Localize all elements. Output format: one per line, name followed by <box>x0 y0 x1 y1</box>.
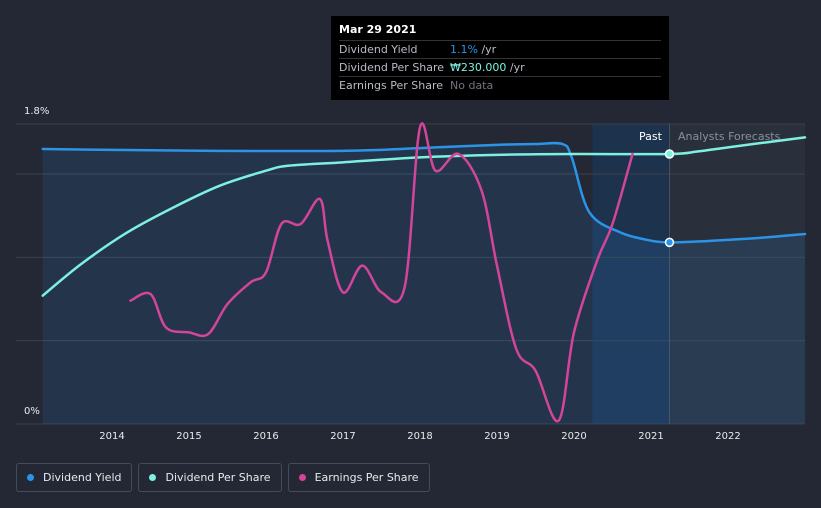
x-tick-label: 2017 <box>330 431 356 442</box>
tooltip-row-dividend-per-share: Dividend Per Share ₩230.000 /yr <box>339 58 661 76</box>
tooltip-suffix: /yr <box>477 43 497 56</box>
tooltip-row-earnings-per-share: Earnings Per Share No data <box>339 76 661 94</box>
dividend-per-share-marker <box>664 149 675 159</box>
tooltip-label: Earnings Per Share <box>339 79 444 92</box>
legend-item-dividend-yield[interactable]: Dividend Yield <box>16 463 133 492</box>
legend-label: Dividend Per Share <box>165 471 271 484</box>
legend-dot-icon <box>27 474 34 481</box>
tooltip-suffix: /yr <box>506 61 525 74</box>
tooltip-row-dividend-yield: Dividend Yield 1.1% /yr <box>339 40 661 58</box>
x-tick-label: 2022 <box>715 431 741 442</box>
forecast-region-label: Analysts Forecasts <box>678 130 781 143</box>
legend-item-dividend-per-share[interactable]: Dividend Per Share <box>138 463 282 492</box>
dividend-yield-line <box>41 141 807 244</box>
x-tick-label: 2014 <box>99 431 125 442</box>
legend-label: Dividend Yield <box>43 471 122 484</box>
x-tick-label: 2016 <box>253 431 279 442</box>
legend-label: Earnings Per Share <box>314 471 419 484</box>
y-tick-label-max: 1.8% <box>24 106 50 117</box>
dividend-per-share-line <box>41 136 807 297</box>
dividend-yield-marker <box>664 237 675 248</box>
x-tick-label: 2020 <box>561 431 587 442</box>
tooltip-value: ₩230.000 <box>450 61 507 74</box>
tooltip-value: No data <box>450 79 494 92</box>
dividend-yield-area <box>42 142 805 424</box>
x-tick-label: 2019 <box>484 431 510 442</box>
legend-dot-icon <box>149 474 157 481</box>
earnings-per-share-line <box>129 122 634 423</box>
tooltip-label: Dividend Yield <box>339 43 418 56</box>
x-tick-label: 2015 <box>176 431 202 442</box>
x-tick-label: 2018 <box>407 431 433 442</box>
legend-item-earnings-per-share[interactable]: Earnings Per Share <box>287 463 430 492</box>
x-tick-label: 2021 <box>638 431 664 442</box>
y-tick-label-min: 0% <box>24 406 40 417</box>
legend: Dividend Yield Dividend Per Share Earnin… <box>16 463 430 492</box>
past-region-label: Past <box>639 130 662 143</box>
legend-dot-icon <box>298 474 306 481</box>
tooltip: Mar 29 2021 Dividend Yield 1.1% /yr Divi… <box>331 16 669 100</box>
tooltip-date: Mar 29 2021 <box>339 23 417 36</box>
tooltip-value: 1.1% <box>450 43 478 56</box>
tooltip-label: Dividend Per Share <box>339 61 445 74</box>
